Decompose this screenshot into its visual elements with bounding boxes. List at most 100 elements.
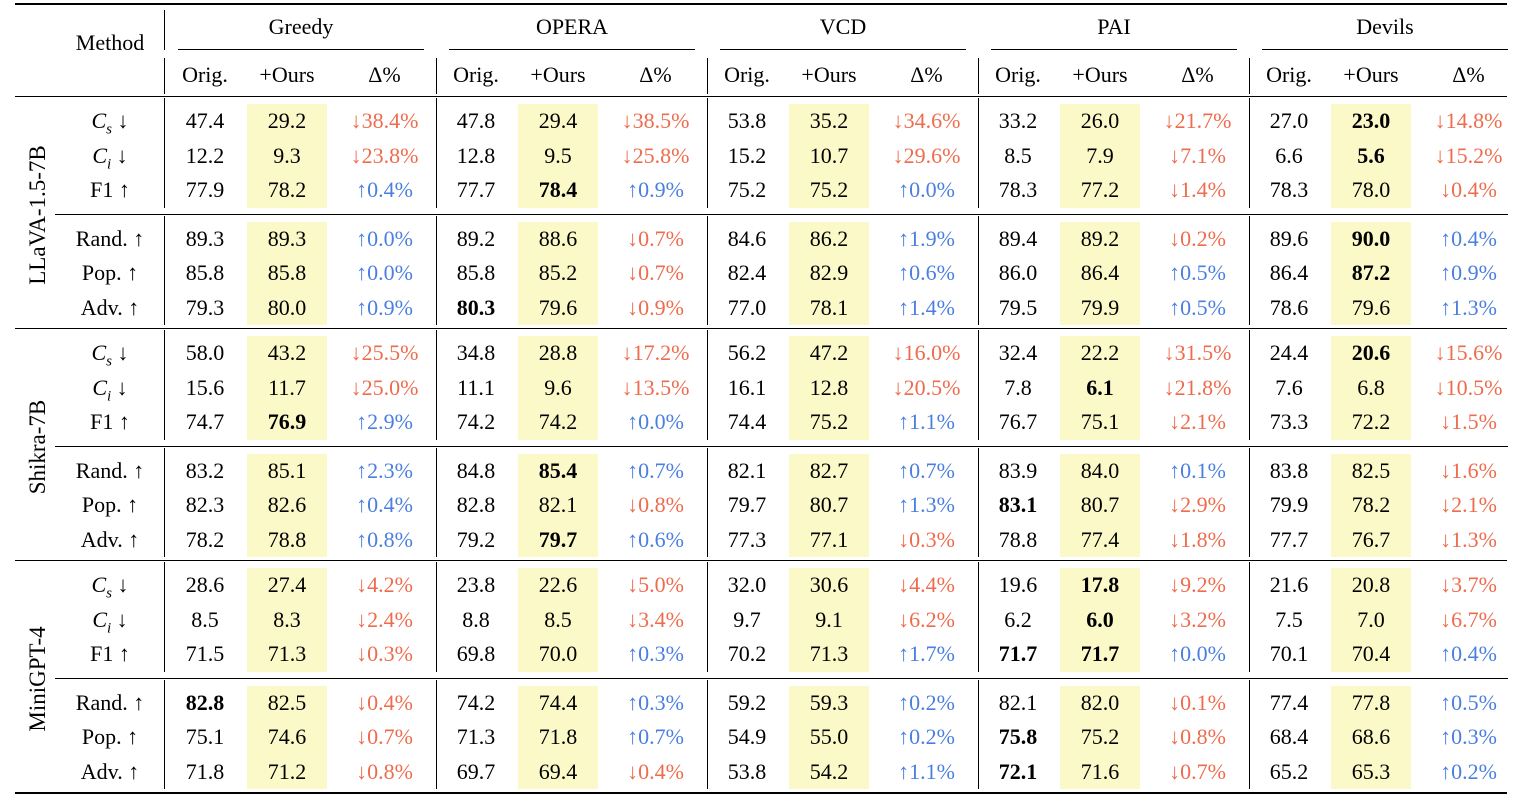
ours-value: 75.2 — [809, 409, 849, 434]
delta-value: ↑0.2% — [898, 724, 955, 749]
group-separator — [436, 58, 437, 94]
orig-value: 70.1 — [1269, 641, 1309, 666]
ours-value: 79.9 — [1080, 294, 1120, 320]
orig-value: 82.1 — [727, 457, 767, 483]
metric-label-ci: Ci ↓ — [92, 606, 128, 636]
delta-value: ↑0.4% — [356, 492, 413, 517]
delta-value: ↓6.7% — [1440, 606, 1497, 632]
delta-value: ↓15.6% — [1434, 340, 1503, 365]
ours-highlight — [1331, 336, 1411, 440]
ours-value: 30.6 — [809, 572, 849, 597]
orig-value: 33.2 — [998, 108, 1038, 133]
ours-value: 70.0 — [538, 641, 578, 666]
ours-value: 8.3 — [273, 606, 301, 632]
ours-value: 11.7 — [268, 374, 306, 400]
delta-value: ↓38.5% — [621, 108, 690, 133]
ours-value: 6.8 — [1357, 374, 1385, 400]
ours-highlight — [1060, 336, 1140, 440]
group-underline — [1262, 49, 1508, 50]
ours-value: 77.8 — [1351, 689, 1391, 715]
metric-label: Adv. ↑ — [80, 526, 140, 552]
delta-value: ↓34.6% — [892, 108, 961, 133]
ours-value: 77.2 — [1080, 177, 1120, 202]
delta-value: ↑1.3% — [1440, 294, 1497, 320]
subcolumn-header: +Ours — [530, 62, 586, 87]
orig-value: 56.2 — [727, 340, 767, 365]
ours-value: 71.2 — [267, 758, 307, 784]
delta-value: ↓17.2% — [621, 340, 690, 365]
ours-value: 86.4 — [1080, 260, 1120, 285]
delta-value: ↓2.9% — [1169, 492, 1226, 517]
delta-value: ↑1.1% — [898, 758, 955, 784]
label-separator — [164, 330, 165, 440]
model-group-label: LLaVA-1.5-7B — [25, 144, 50, 285]
ours-highlight — [247, 453, 327, 557]
delta-value: ↓0.3% — [356, 641, 413, 666]
orig-value: 84.8 — [456, 457, 496, 483]
group-separator — [436, 679, 437, 789]
orig-value: 58.0 — [185, 340, 225, 365]
ours-value: 85.1 — [267, 457, 307, 483]
ours-value: 72.2 — [1351, 409, 1391, 434]
subcolumn-header: Δ% — [1181, 62, 1214, 87]
ours-value: 71.3 — [809, 641, 849, 666]
delta-value: ↓0.7% — [627, 225, 684, 251]
ours-value: 76.7 — [1351, 526, 1391, 552]
orig-value: 82.3 — [185, 492, 225, 517]
method-group-header: VCD — [819, 14, 867, 39]
delta-value: ↓2.1% — [1440, 492, 1497, 517]
delta-value: ↓20.5% — [892, 374, 961, 400]
metric-label: Pop. ↑ — [81, 260, 139, 285]
label-separator — [164, 215, 165, 325]
ours-highlight — [789, 104, 869, 208]
orig-value: 79.3 — [185, 294, 225, 320]
ours-value: 82.0 — [1080, 689, 1120, 715]
orig-value: 32.0 — [727, 572, 767, 597]
ours-highlight — [1060, 685, 1140, 789]
ours-value: 85.4 — [538, 457, 578, 483]
subcolumn-header: +Ours — [259, 62, 315, 87]
method-group-header: Devils — [1356, 14, 1414, 39]
orig-value: 9.7 — [733, 606, 761, 632]
delta-value: ↓6.2% — [898, 606, 955, 632]
subsection-rule — [55, 213, 1508, 215]
ours-value: 29.4 — [538, 108, 578, 133]
ours-value: 87.2 — [1351, 260, 1391, 285]
ours-value: 71.7 — [1080, 641, 1120, 666]
ours-value: 82.7 — [809, 457, 849, 483]
ours-value: 78.8 — [267, 526, 307, 552]
orig-value: 21.6 — [1269, 572, 1309, 597]
method-header: Method — [75, 30, 145, 55]
orig-value: 82.4 — [727, 260, 767, 285]
group-separator — [978, 562, 979, 672]
orig-value: 74.4 — [727, 409, 767, 434]
ours-value: 80.7 — [1080, 492, 1120, 517]
group-separator — [978, 447, 979, 557]
orig-value: 74.2 — [456, 409, 496, 434]
orig-value: 77.7 — [456, 177, 496, 202]
ours-value: 9.6 — [544, 374, 572, 400]
orig-value: 7.5 — [1275, 606, 1303, 632]
ours-highlight — [518, 336, 598, 440]
group-underline — [991, 49, 1237, 50]
orig-value: 47.8 — [456, 108, 496, 133]
orig-value: 71.8 — [185, 758, 225, 784]
delta-value: ↑0.3% — [627, 689, 684, 715]
delta-value: ↑0.0% — [898, 177, 955, 202]
orig-value: 78.2 — [185, 526, 225, 552]
orig-value: 79.5 — [998, 294, 1038, 320]
group-separator — [707, 330, 708, 440]
subcolumn-header: Orig. — [724, 62, 770, 87]
bottom-rule — [15, 792, 1507, 794]
orig-value: 7.6 — [1275, 374, 1303, 400]
ours-value: 69.4 — [538, 758, 578, 784]
rule-after-block-1 — [15, 328, 1507, 329]
ours-value: 75.2 — [1080, 724, 1120, 749]
orig-value: 78.3 — [1269, 177, 1309, 202]
subsection-rule — [55, 445, 1508, 447]
orig-value: 77.0 — [727, 294, 767, 320]
delta-value: ↓1.6% — [1440, 457, 1497, 483]
metric-label: Adv. ↑ — [80, 294, 140, 320]
delta-value: ↑0.8% — [356, 526, 413, 552]
ours-value: 71.3 — [267, 641, 307, 666]
